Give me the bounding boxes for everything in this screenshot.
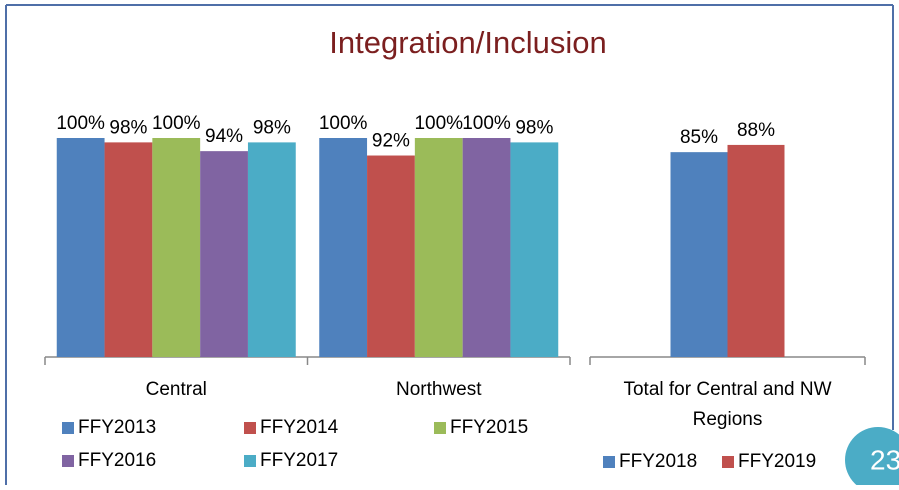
bar xyxy=(367,155,415,357)
legend-label: FFY2015 xyxy=(450,417,528,438)
bar xyxy=(510,142,559,357)
legend-swatch xyxy=(62,422,74,434)
data-label: 100% xyxy=(56,113,105,134)
x-tick-label: Central xyxy=(146,379,207,400)
legend-swatch xyxy=(722,456,734,468)
legend-label: FFY2016 xyxy=(78,450,156,471)
bar xyxy=(104,142,153,357)
data-label: 100% xyxy=(414,113,463,134)
data-label: 85% xyxy=(680,127,718,148)
bar xyxy=(247,142,296,357)
bar xyxy=(462,138,511,357)
bar xyxy=(152,138,201,357)
data-label: 92% xyxy=(372,131,410,152)
bar xyxy=(200,151,248,357)
page-badge xyxy=(845,427,899,490)
legend-swatch xyxy=(244,422,256,434)
x-tick-label: Total for Central and NW Regions xyxy=(623,379,832,430)
data-label: 100% xyxy=(152,113,201,134)
data-label: 100% xyxy=(462,113,511,134)
legend-swatch xyxy=(62,455,74,467)
legend-swatch xyxy=(244,455,256,467)
data-label: 100% xyxy=(319,113,368,134)
data-label: 98% xyxy=(253,117,291,138)
slide-title: Integration/Inclusion xyxy=(329,25,606,60)
bar xyxy=(56,138,105,357)
legend-label: FFY2014 xyxy=(260,417,339,438)
data-label: 98% xyxy=(109,117,147,138)
legend-label: FFY2018 xyxy=(619,451,697,472)
data-label: 94% xyxy=(205,126,243,147)
bar xyxy=(670,152,728,357)
page-number: 23 xyxy=(870,444,899,475)
bar xyxy=(319,138,368,357)
bar xyxy=(727,144,785,357)
legend-swatch xyxy=(603,456,615,468)
legend-label: FFY2017 xyxy=(260,450,338,471)
category-label-box: Total for Central and NW Regions xyxy=(623,379,832,430)
data-label: 88% xyxy=(737,120,775,141)
x-tick-label: Northwest xyxy=(396,379,482,400)
data-label: 98% xyxy=(515,117,553,138)
legend-swatch xyxy=(434,422,446,434)
legend-label: FFY2019 xyxy=(738,451,816,472)
bar xyxy=(414,138,463,357)
legend-label: FFY2013 xyxy=(78,417,156,438)
